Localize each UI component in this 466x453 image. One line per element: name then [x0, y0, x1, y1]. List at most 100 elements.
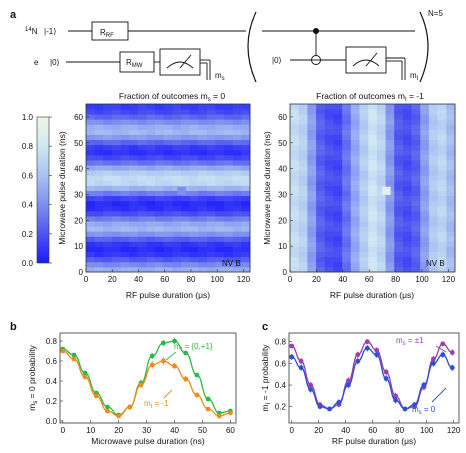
heatmap-cell — [155, 266, 165, 273]
heatmap-cell — [324, 261, 334, 268]
plot-b-legend-orange-arrow — [163, 389, 173, 399]
heatmap-cell — [428, 266, 439, 273]
heatmap-cell — [402, 114, 412, 120]
heatmap-cell — [359, 119, 369, 125]
heatmap-cell — [94, 190, 104, 197]
heatmap-cell — [224, 261, 234, 268]
heatmap-cell — [342, 231, 352, 237]
heatmap-cell — [129, 231, 139, 237]
heatmap-cell — [307, 104, 317, 110]
y-tick-label: 10 — [278, 242, 287, 251]
heatmap-cell — [342, 139, 352, 146]
heatmap-cell — [215, 160, 225, 166]
heatmap-cell — [307, 124, 317, 130]
heatmap-cell — [437, 261, 447, 268]
heatmap-cell — [180, 149, 190, 156]
heatmap-cell — [298, 221, 308, 227]
heatmap-cell — [94, 104, 104, 110]
x-tick-label: 0 — [61, 426, 66, 435]
heatmap-cell — [172, 129, 182, 135]
heatmap-cell — [333, 119, 343, 125]
heatmap-cell — [446, 134, 456, 141]
panel-label-b: b — [10, 321, 17, 333]
heatmap-cell — [428, 261, 439, 268]
heatmap-cell — [368, 241, 378, 247]
x-tick-label: 40 — [338, 275, 347, 284]
heatmap-cell — [155, 210, 165, 217]
heatmap-cell — [137, 149, 147, 156]
heatmap-cell — [446, 175, 456, 181]
heatmap-cell — [172, 251, 182, 258]
heatmap-cell — [120, 144, 130, 151]
heatmap-cell — [241, 129, 251, 135]
heatmap-cell — [146, 200, 156, 207]
heatmap-cell — [137, 124, 147, 130]
heatmap-cell — [163, 180, 173, 186]
data-point — [421, 382, 427, 388]
heatmap-cell — [129, 180, 139, 186]
heatmap-cell — [137, 195, 147, 202]
data-point — [364, 345, 370, 351]
heatmap-cell — [172, 190, 182, 197]
y-tick-label: 60 — [278, 113, 287, 122]
heatmap-cell — [376, 266, 386, 273]
heatmap-cell — [333, 170, 343, 176]
heatmap-cell — [437, 190, 447, 197]
heatmap-cell — [316, 231, 326, 237]
heatmap-cell — [189, 160, 199, 166]
heatmap-cell — [137, 231, 147, 237]
heatmap-cell — [129, 119, 139, 125]
heatmap-cell — [350, 236, 360, 242]
heatmap-cell — [359, 226, 369, 232]
heatmap-cell — [232, 190, 242, 197]
heatmap-cell — [111, 205, 121, 212]
heatmap-cell — [120, 114, 130, 120]
heatmap-cell — [316, 180, 326, 186]
heatmap-cell — [350, 175, 360, 181]
heatmap-cell — [376, 261, 386, 268]
heatmap-cell — [446, 154, 456, 161]
heatmap-cell — [120, 261, 130, 268]
heatmap-cell — [290, 114, 300, 120]
heatmap-cell — [198, 210, 208, 217]
data-point — [317, 404, 323, 410]
heatmap-cell — [232, 226, 242, 232]
heatmap-cell — [215, 175, 225, 181]
heatmap-cell — [350, 226, 360, 232]
heatmap-cell — [180, 119, 190, 125]
heatmap-cell — [172, 210, 182, 217]
heatmap-cell — [155, 241, 165, 247]
heatmap-cell — [137, 139, 147, 146]
y-tick-label: 40 — [74, 165, 83, 174]
heatmap-cell — [359, 221, 369, 227]
heatmap-cell — [241, 226, 251, 232]
y-tick-label: 0 — [283, 268, 288, 277]
heatmap-cell — [206, 154, 216, 161]
heatmap-cell — [368, 170, 378, 176]
heatmap-cell — [428, 231, 439, 237]
heatmap-cell — [316, 119, 326, 125]
y-tick-label: 0 — [79, 268, 84, 277]
heatmap-cell — [94, 266, 104, 273]
heatmap-cell — [298, 241, 308, 247]
heatmap-cell — [324, 216, 334, 222]
heatmap-cell — [394, 241, 404, 247]
heatmap-cell — [155, 114, 165, 120]
heatmap-cell — [172, 231, 182, 237]
heatmap-cell — [163, 114, 173, 120]
heatmap-cell — [316, 241, 326, 247]
heatmap-cell — [420, 190, 430, 197]
heatmap-cell — [146, 134, 156, 141]
x-tick-label: 80 — [395, 426, 404, 435]
heatmap-cell — [368, 119, 378, 125]
heatmap-cell — [198, 119, 208, 125]
heatmap-cell — [103, 241, 113, 247]
heatmap-cell — [298, 210, 308, 217]
heatmap-cell — [394, 261, 404, 268]
heatmap-cell — [120, 256, 130, 263]
heatmap-cell — [402, 160, 412, 166]
heatmap-cell — [206, 144, 216, 151]
heatmap-cell — [232, 231, 242, 237]
heatmap-cell — [342, 119, 352, 125]
heatmap-cell — [120, 185, 130, 191]
